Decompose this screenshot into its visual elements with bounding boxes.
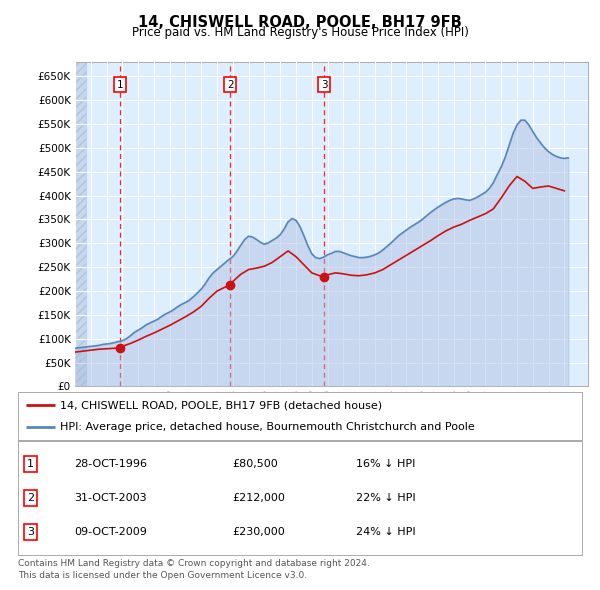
Text: 09-OCT-2009: 09-OCT-2009 bbox=[74, 527, 147, 537]
Text: This data is licensed under the Open Government Licence v3.0.: This data is licensed under the Open Gov… bbox=[18, 571, 307, 580]
Text: £80,500: £80,500 bbox=[232, 459, 278, 469]
Text: 31-OCT-2003: 31-OCT-2003 bbox=[74, 493, 147, 503]
Text: 2: 2 bbox=[27, 493, 34, 503]
Text: 3: 3 bbox=[27, 527, 34, 537]
Text: 2: 2 bbox=[227, 80, 233, 90]
Text: 28-OCT-1996: 28-OCT-1996 bbox=[74, 459, 148, 469]
Text: £230,000: £230,000 bbox=[232, 527, 285, 537]
Text: 16% ↓ HPI: 16% ↓ HPI bbox=[356, 459, 416, 469]
Text: 14, CHISWELL ROAD, POOLE, BH17 9FB (detached house): 14, CHISWELL ROAD, POOLE, BH17 9FB (deta… bbox=[60, 400, 382, 410]
Text: Contains HM Land Registry data © Crown copyright and database right 2024.: Contains HM Land Registry data © Crown c… bbox=[18, 559, 370, 568]
Text: Price paid vs. HM Land Registry's House Price Index (HPI): Price paid vs. HM Land Registry's House … bbox=[131, 26, 469, 39]
Text: 14, CHISWELL ROAD, POOLE, BH17 9FB: 14, CHISWELL ROAD, POOLE, BH17 9FB bbox=[138, 15, 462, 30]
Bar bbox=[75, 62, 86, 386]
Text: 1: 1 bbox=[116, 80, 123, 90]
Text: 1: 1 bbox=[27, 459, 34, 469]
Text: 22% ↓ HPI: 22% ↓ HPI bbox=[356, 493, 416, 503]
Text: 24% ↓ HPI: 24% ↓ HPI bbox=[356, 527, 416, 537]
Text: 3: 3 bbox=[321, 80, 328, 90]
Text: HPI: Average price, detached house, Bournemouth Christchurch and Poole: HPI: Average price, detached house, Bour… bbox=[60, 422, 475, 432]
Text: £212,000: £212,000 bbox=[232, 493, 285, 503]
